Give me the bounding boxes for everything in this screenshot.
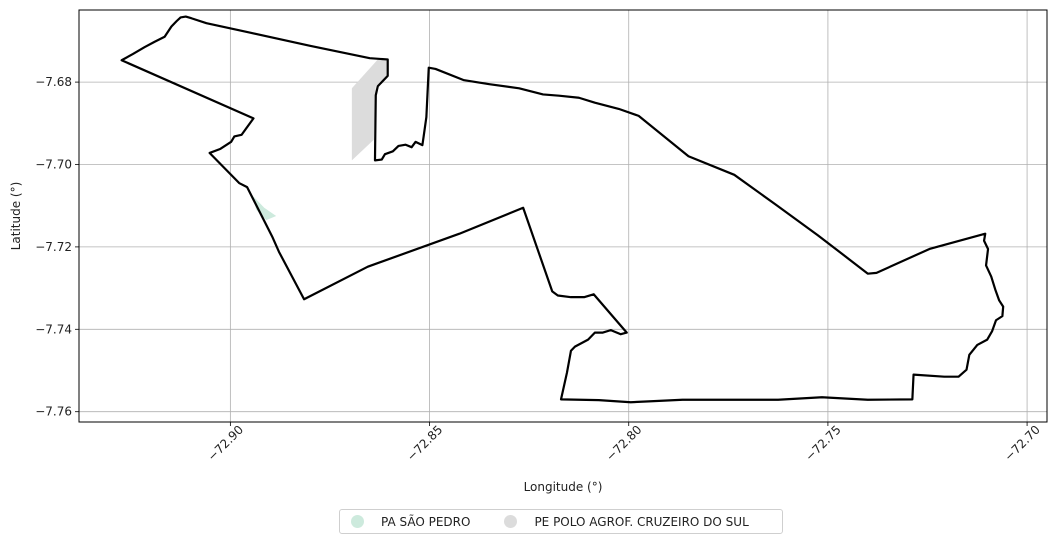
y-tick-label: −7.72 <box>35 240 72 254</box>
legend-label: PA SÃO PEDRO <box>381 514 471 529</box>
x-tick-label: −72.85 <box>404 423 445 464</box>
plot-frame <box>78 9 1048 423</box>
area-polygon <box>252 195 277 221</box>
legend-marker-circle <box>504 515 518 528</box>
legend-item-pa-sao-pedro: PA SÃO PEDRO <box>351 515 470 529</box>
boundary-outline <box>120 15 1005 404</box>
filled-areas <box>252 59 388 221</box>
y-axis-ticks: −7.68 −7.70 −7.72 −7.74 −7.76 <box>35 75 79 419</box>
area-polygon <box>351 59 388 161</box>
boundary-layer <box>120 15 1005 404</box>
y-tick-label: −7.70 <box>35 158 72 172</box>
x-tick-label: −72.80 <box>603 423 644 464</box>
y-tick-label: −7.68 <box>35 75 72 89</box>
legend: PA SÃO PEDRO PE POLO AGROF. CRUZEIRO DO … <box>339 509 783 534</box>
gridlines <box>79 10 1047 422</box>
x-tick-label: −72.90 <box>205 423 246 464</box>
legend-marker-circle <box>351 515 364 528</box>
x-tick-label: −72.75 <box>802 423 843 464</box>
x-axis-ticks: −72.90 −72.85 −72.80 −72.75 −72.70 <box>205 422 1043 464</box>
y-tick-label: −7.74 <box>35 322 72 336</box>
x-tick-label: −72.70 <box>1002 423 1043 464</box>
y-tick-label: −7.76 <box>35 405 72 419</box>
y-axis-title: Latitude (°) <box>9 182 23 251</box>
legend-label: PE POLO AGROF. CRUZEIRO DO SUL <box>534 514 749 529</box>
legend-item-pe-polo-agrof: PE POLO AGROF. CRUZEIRO DO SUL <box>504 514 749 529</box>
x-axis-title: Longitude (°) <box>524 480 603 494</box>
